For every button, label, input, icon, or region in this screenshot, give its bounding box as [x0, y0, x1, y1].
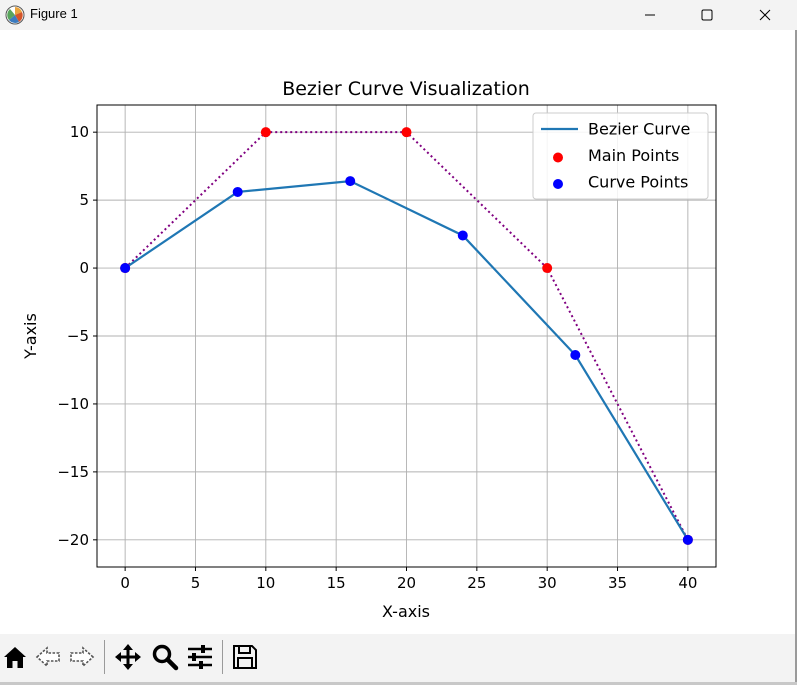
sliders-icon — [188, 645, 212, 669]
legend-label: Curve Points — [588, 173, 688, 192]
x-tick-label: 10 — [256, 574, 275, 592]
x-tick-label: 20 — [397, 574, 416, 592]
axis-ticks: 0 5 10 15 20 25 30 35 40 10 5 0 −5 −10 −15 −20 — [57, 123, 697, 592]
y-tick-label: −20 — [57, 531, 89, 549]
legend: Bezier Curve Main Points Curve Points — [532, 112, 709, 200]
y-tick-label: 5 — [79, 191, 89, 209]
window-right-border — [795, 30, 797, 685]
move-icon — [115, 644, 141, 670]
main-points-marker — [542, 263, 553, 274]
series-lines — [124, 179, 689, 541]
y-axis-label: Y-axis — [21, 313, 40, 360]
forward-button[interactable] — [67, 642, 97, 672]
maximize-button[interactable] — [684, 0, 730, 30]
window-bottom-border — [0, 682, 797, 685]
legend-marker-swatch — [553, 152, 563, 163]
minimize-icon — [645, 14, 655, 16]
home-button[interactable] — [0, 642, 30, 672]
back-button[interactable] — [33, 642, 63, 672]
legend-label: Bezier Curve — [588, 120, 690, 139]
save-button[interactable] — [230, 642, 260, 672]
close-icon — [759, 9, 771, 21]
floppy-disk-icon — [233, 645, 257, 669]
figure-canvas[interactable]: 0 5 10 15 20 25 30 35 40 10 5 0 −5 −10 −15 −20 Bezier C… — [0, 30, 795, 634]
close-button[interactable] — [742, 0, 788, 30]
toolbar-separator — [104, 640, 105, 674]
legend-box — [532, 112, 709, 200]
curve-points-marker — [682, 534, 693, 545]
toolbar-separator — [222, 640, 223, 674]
x-axis-label: X-axis — [382, 602, 430, 621]
main-points-marker — [260, 127, 271, 138]
forward-arrow-icon — [70, 646, 95, 668]
x-tick-label: 25 — [467, 574, 486, 592]
configure-subplots-button[interactable] — [185, 642, 215, 672]
pan-button[interactable] — [113, 642, 143, 672]
magnifier-icon — [152, 644, 179, 671]
maximize-icon — [701, 9, 713, 21]
x-tick-label: 40 — [678, 574, 697, 592]
x-tick-label: 30 — [538, 574, 557, 592]
back-arrow-icon — [35, 646, 60, 668]
y-tick-label: −10 — [57, 395, 89, 413]
curve-points-marker — [232, 186, 243, 197]
curve-points-marker — [570, 350, 581, 361]
curve-points-marker — [345, 176, 356, 187]
window-titlebar: Figure 1 — [0, 0, 797, 30]
grid-lines — [97, 105, 716, 567]
legend-marker-swatch — [553, 179, 563, 189]
y-tick-label: 10 — [70, 123, 89, 141]
matplotlib-logo-icon — [5, 5, 25, 25]
home-icon — [4, 647, 26, 668]
y-tick-label: −5 — [67, 327, 89, 345]
navigation-toolbar — [0, 634, 795, 682]
scatter-points — [120, 127, 693, 545]
curve-points-marker — [120, 263, 131, 274]
x-tick-label: 15 — [327, 574, 346, 592]
y-tick-label: −15 — [57, 463, 89, 481]
bezier-chart: 0 5 10 15 20 25 30 35 40 10 5 0 −5 −10 −15 −20 Bezier C… — [21, 78, 717, 621]
x-tick-label: 0 — [120, 574, 130, 592]
chart-title: Bezier Curve Visualization — [282, 78, 530, 100]
window-title: Figure 1 — [30, 6, 78, 21]
y-tick-label: 0 — [79, 259, 89, 277]
x-tick-label: 35 — [608, 574, 627, 592]
x-tick-label: 5 — [191, 574, 201, 592]
main-points-marker — [401, 127, 412, 138]
zoom-button[interactable] — [150, 642, 180, 672]
bezier-curve-line — [124, 179, 689, 541]
curve-points-marker — [457, 230, 468, 241]
legend-label: Main Points — [588, 146, 679, 165]
minimize-button[interactable] — [627, 0, 673, 30]
